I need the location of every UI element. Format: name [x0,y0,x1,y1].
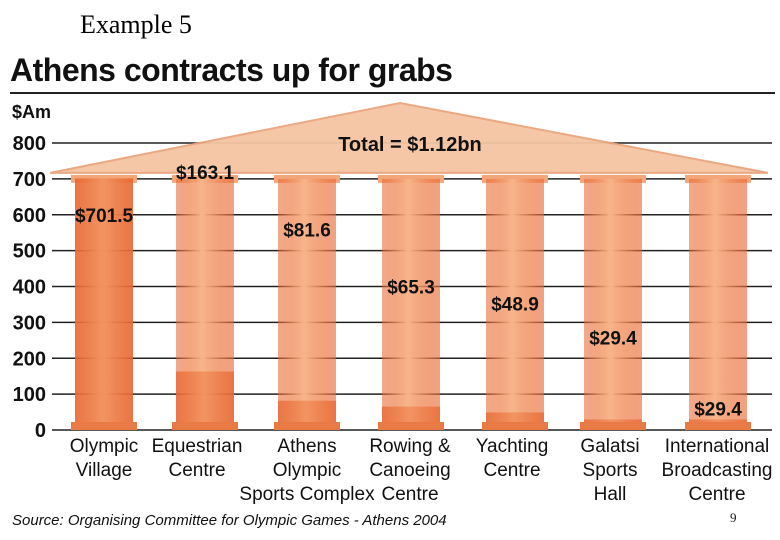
x-tick-label-line: Centre [168,460,225,481]
data-label: $29.4 [694,399,742,420]
y-tick-label: 700 [13,169,46,191]
x-tick-label: Rowing & Canoeing Centre [369,436,451,505]
x-tick-label-line: Centre [381,484,438,505]
x-tick-label-line: Centre [483,460,540,481]
roof-pediment: Total = $1.12bn [49,101,769,174]
x-tick-label: Yachting Centre [476,436,549,481]
page-number: 9 [730,510,737,525]
x-tick-label-line: Olympic [70,436,139,457]
y-tick-label: 600 [13,205,46,227]
y-tick-label: 300 [13,312,46,334]
x-tick-label-line: Olympic [273,460,342,481]
data-label: $65.3 [387,278,435,299]
value-labels: $701.5 $163.1 $81.6 $65.3 $48.9 $29.4 $29.4 [75,163,742,421]
x-tick-label-line: Galatsi [580,436,639,457]
title-rule [10,92,775,94]
y-tick-label: 0 [35,420,46,442]
x-tick-label-line: Athens [277,436,336,457]
x-tick-label-line: Yachting [476,436,549,457]
x-tick-label-line: Village [76,460,133,481]
x-tick-label-line: Centre [688,484,745,505]
column-shaft [689,178,747,430]
source-note: Source: Organising Committee for Olympic… [12,512,447,529]
y-tick-label: 400 [13,277,46,299]
data-label: $29.4 [589,328,637,349]
y-tick-label: 800 [13,133,46,155]
x-tick-label: Equestrian Centre [152,436,243,481]
column-base [71,422,137,430]
data-label: $81.6 [283,221,331,242]
column-shaft [584,178,642,430]
example-label: Example 5 [80,10,192,39]
x-tick-label-line: Rowing & [369,436,451,457]
column-base [378,422,444,430]
data-label: $48.9 [491,294,539,315]
column-shaft [486,178,544,430]
x-tick-label: International Broadcasting Centre [662,436,773,505]
y-axis-ticks: 0 100 200 300 400 500 600 700 800 [13,133,46,442]
column-shaft [278,178,336,430]
y-tick-label: 200 [13,348,46,370]
column-shaft [382,178,440,430]
column-base [482,422,548,430]
x-tick-label: Galatsi Sports Hall [580,436,639,505]
x-tick-label-line: Equestrian [152,436,243,457]
column-base [274,422,340,430]
x-tick-label-line: Broadcasting [662,460,773,481]
total-annotation: Total = $1.12bn [338,134,482,156]
data-label: $701.5 [75,206,134,227]
x-tick-label: Olympic Village [70,436,139,481]
roof-triangle [49,101,769,174]
bar [176,371,234,430]
column-base [580,422,646,430]
x-tick-label-line: Canoeing [369,460,450,481]
data-label: $163.1 [176,163,235,184]
column-base [172,422,238,430]
chart-title: Athens contracts up for grabs [10,52,453,88]
x-tick-label-line: Sports [583,460,638,481]
y-axis-unit-label: $Am [12,102,51,122]
y-tick-label: 100 [13,384,46,406]
column-base [685,422,751,430]
x-tick-label-line: International [665,436,770,457]
columns [71,174,751,430]
x-tick-label-line: Hall [594,484,627,505]
bar [75,178,133,430]
x-tick-label-line: Sports Complex [239,484,375,505]
y-tick-label: 500 [13,241,46,263]
x-tick-label: Athens Olympic Sports Complex [239,436,375,505]
category-labels: Olympic Village Equestrian Centre Athens Olym… [70,436,773,505]
